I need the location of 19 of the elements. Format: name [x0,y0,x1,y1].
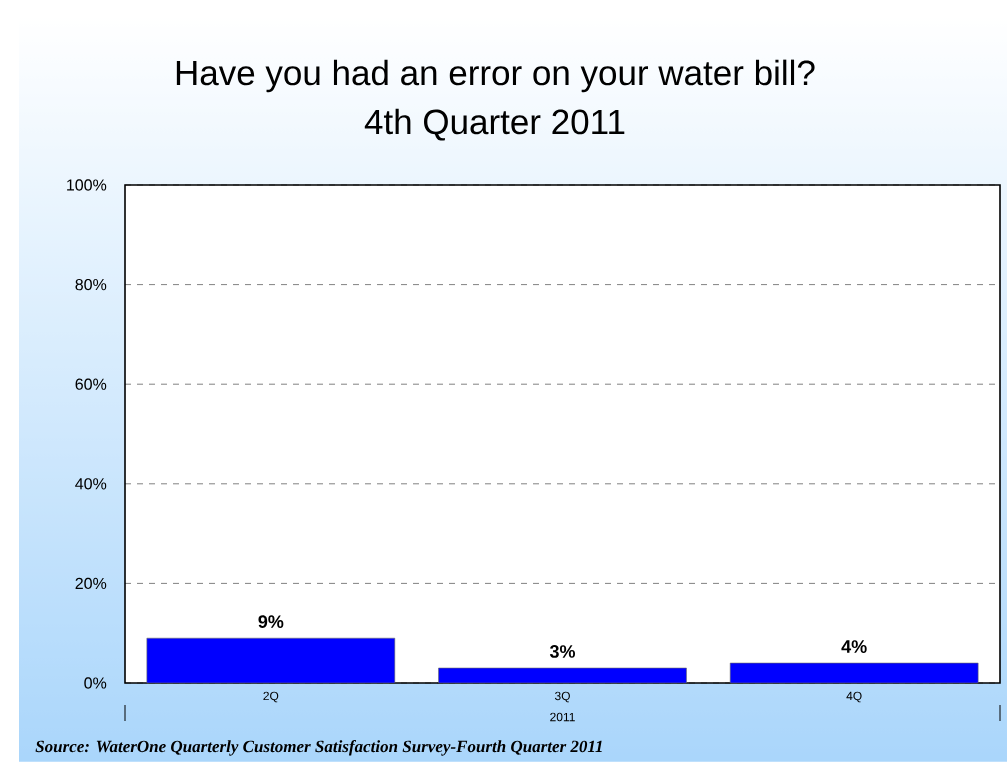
chart-subtitle: 4th Quarter 2011 [364,108,625,141]
bar [438,667,687,684]
y-tick-label: 0% [84,677,107,689]
data-label: 3% [549,645,576,658]
y-tick-label: 40% [75,478,107,490]
chart-title: Have you had an error on your water bill? [176,59,815,93]
x-tick-label: 3Q [554,691,570,703]
x-axis-title: 2011 [550,712,575,722]
x-tick-label: 4Q [846,691,862,703]
y-tick-label: 60% [75,378,107,390]
y-tick-label: 20% [75,577,107,590]
y-tick-label: 100% [67,179,107,191]
bar [146,637,396,684]
source-note: Source: WaterOne Quarterly Customer Satisfaction Survey-Fourth Quarter 2011 [35,740,602,756]
y-tick-label: 80% [75,278,107,291]
data-label: 4% [841,640,867,653]
data-label: 9% [258,615,284,628]
x-tick-label: 2Q [263,691,279,703]
bar [729,662,979,684]
